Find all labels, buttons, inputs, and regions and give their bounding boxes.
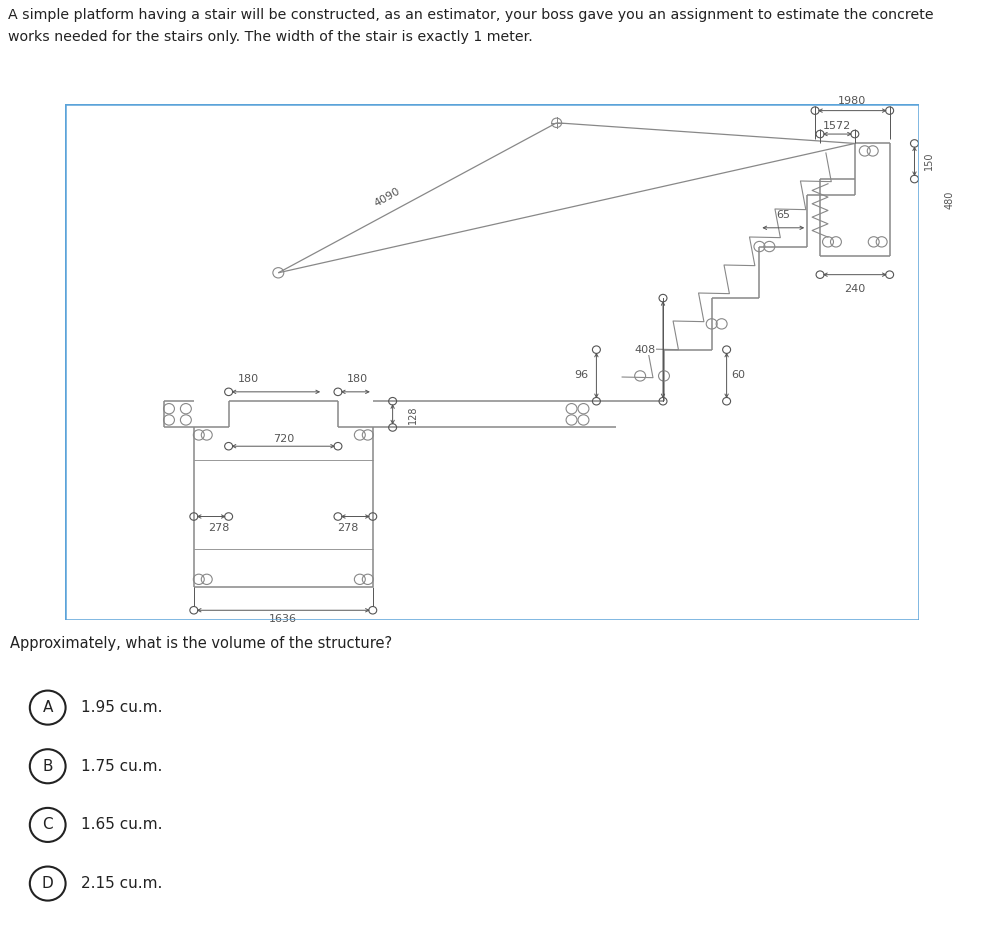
Text: 1.65 cu.m.: 1.65 cu.m. (81, 817, 162, 832)
Text: 60: 60 (732, 371, 746, 380)
Text: A: A (43, 700, 53, 715)
Text: 1980: 1980 (838, 96, 867, 106)
Text: •••: ••• (940, 41, 972, 59)
Text: D: D (42, 876, 54, 891)
Text: 180: 180 (238, 375, 259, 384)
Text: 1572: 1572 (823, 121, 852, 131)
Text: 1.95 cu.m.: 1.95 cu.m. (81, 700, 162, 715)
Text: B: B (43, 759, 53, 774)
Text: 150: 150 (924, 152, 934, 170)
Text: 240: 240 (844, 284, 866, 293)
Text: Approximately, what is the volume of the structure?: Approximately, what is the volume of the… (10, 636, 392, 651)
Text: 2.15 cu.m.: 2.15 cu.m. (81, 876, 162, 891)
Text: 480: 480 (944, 190, 954, 209)
Text: 278: 278 (208, 522, 230, 533)
Text: 720: 720 (272, 433, 294, 444)
Text: 65: 65 (776, 210, 790, 220)
Text: 1.75 cu.m.: 1.75 cu.m. (81, 759, 162, 774)
Text: 1636: 1636 (269, 614, 297, 623)
Text: 180: 180 (347, 375, 369, 384)
Text: C: C (43, 817, 53, 832)
Text: 278: 278 (337, 522, 359, 533)
Text: 4090: 4090 (373, 186, 403, 209)
Text: 128: 128 (408, 405, 417, 424)
Text: 408: 408 (634, 344, 656, 355)
Text: 96: 96 (575, 371, 588, 380)
Text: A simple platform having a stair will be constructed, as an estimator, your boss: A simple platform having a stair will be… (8, 8, 933, 44)
